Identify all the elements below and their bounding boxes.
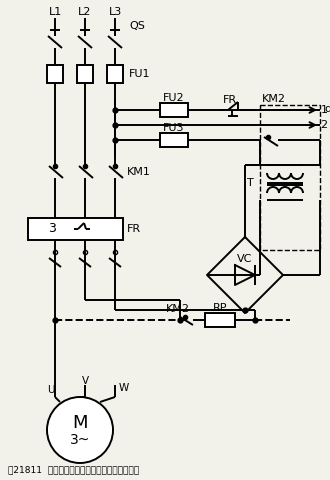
Text: 2: 2: [320, 120, 328, 130]
Bar: [47, 65, 63, 83]
Text: U: U: [47, 385, 54, 395]
Bar: [205, 313, 235, 327]
Text: QS: QS: [129, 21, 145, 31]
Text: M: M: [72, 414, 88, 432]
Bar: [160, 103, 188, 117]
Circle shape: [47, 397, 113, 463]
Text: FU2: FU2: [163, 93, 185, 103]
Text: 1: 1: [320, 105, 327, 115]
Text: W: W: [119, 383, 129, 393]
Bar: [107, 65, 123, 83]
Text: L3: L3: [108, 7, 122, 17]
Text: VC: VC: [237, 254, 253, 264]
Text: RP: RP: [213, 303, 227, 313]
Text: L1: L1: [49, 7, 62, 17]
Text: KM2: KM2: [262, 94, 286, 104]
Text: FU3: FU3: [163, 123, 185, 133]
Text: T: T: [247, 178, 253, 188]
Text: FR: FR: [223, 95, 237, 105]
Text: 图21811  有变压器的全波整流能耗制动控制线路: 图21811 有变压器的全波整流能耗制动控制线路: [8, 466, 139, 475]
Text: KM2: KM2: [166, 304, 190, 314]
Text: FR: FR: [127, 224, 141, 234]
Text: 3: 3: [48, 223, 56, 236]
Bar: [260, 105, 320, 250]
Bar: [28, 218, 123, 240]
Text: L2: L2: [78, 7, 92, 17]
Text: FU1: FU1: [129, 69, 150, 79]
Bar: [77, 65, 93, 83]
Text: 3~: 3~: [70, 433, 90, 447]
Text: KM1: KM1: [127, 167, 151, 177]
Text: d: d: [324, 104, 330, 114]
Text: V: V: [82, 376, 88, 386]
Bar: [160, 133, 188, 147]
